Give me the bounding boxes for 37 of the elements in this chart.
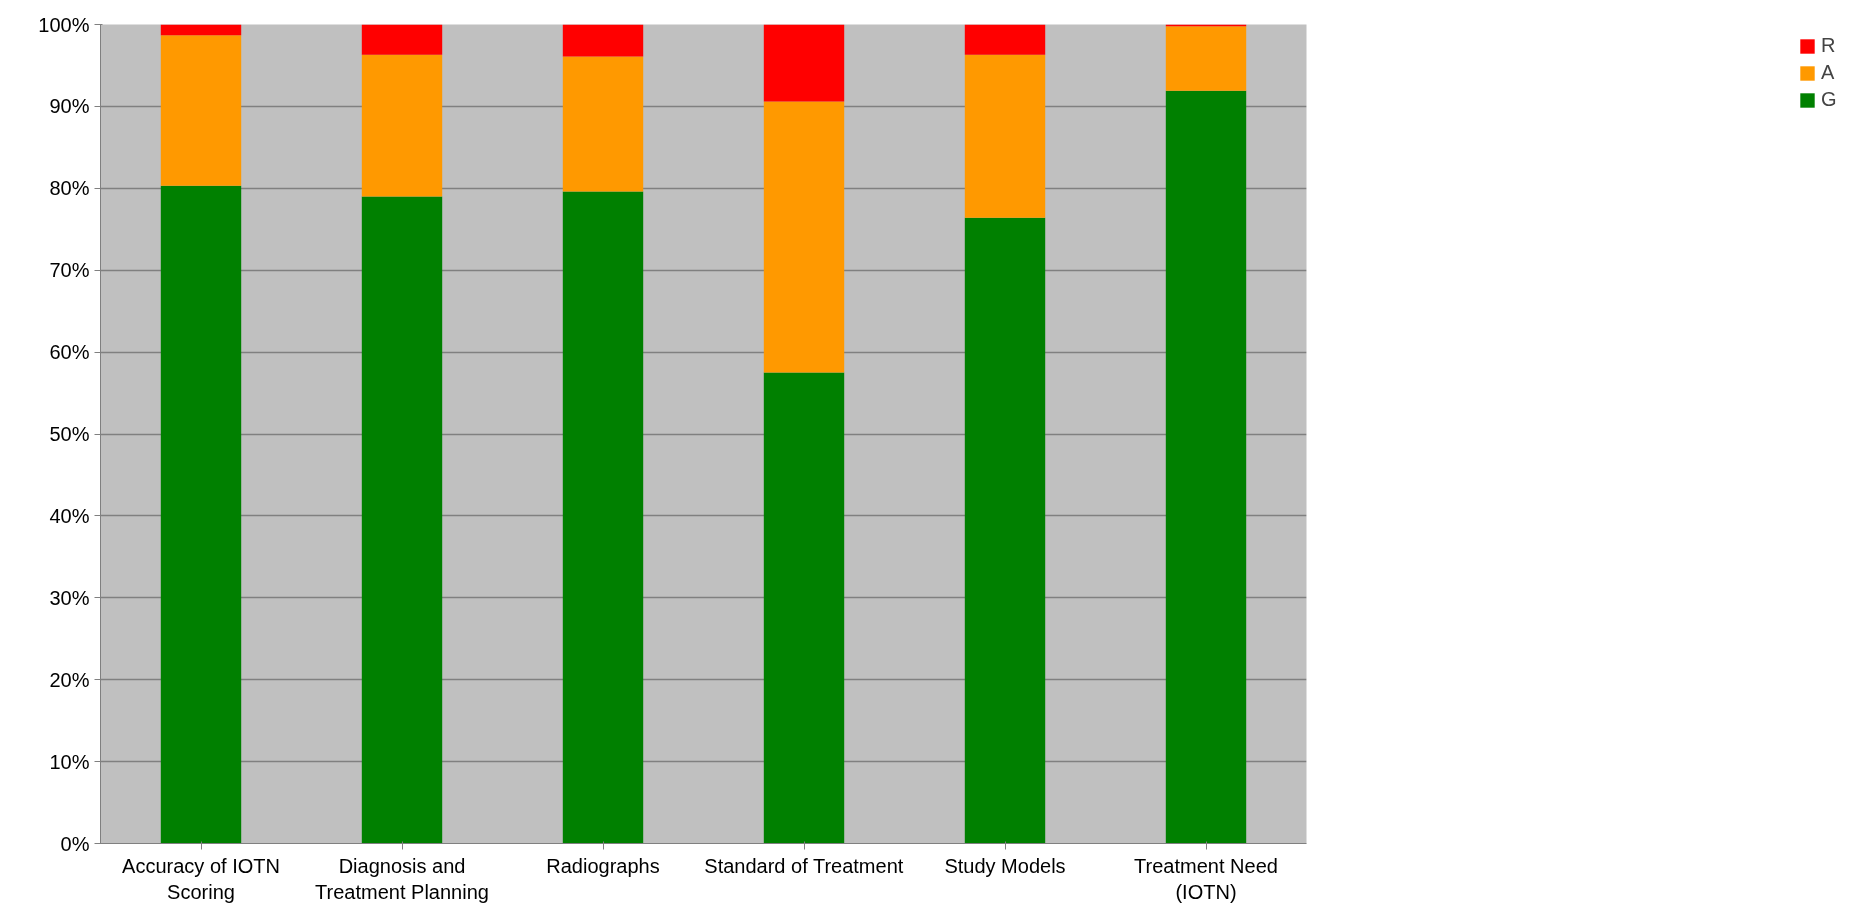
x-tick-label: Diagnosis and Treatment Planning [315,854,489,903]
y-tick-label: 100% [38,13,90,36]
bar [1165,90,1247,844]
bar [562,24,644,57]
legend-label: G [1821,88,1838,111]
bar [361,54,443,197]
bar [763,24,845,102]
y-tick-label: 90% [49,95,90,118]
legend-label: R [1821,34,1837,57]
bar [160,35,242,186]
bar [964,24,1046,55]
bar [1165,26,1247,91]
y-tick-label: 40% [49,504,90,527]
bar [361,24,443,55]
bar [160,24,242,36]
y-tick-label: 50% [49,423,90,445]
bar [361,196,443,844]
x-tick-label: Accuracy of IOTN Scoring [122,854,280,903]
y-tick-label: 30% [49,586,90,609]
bar [160,185,242,844]
bar [562,56,644,192]
bar [964,217,1046,844]
x-tick-label: Standard of Treatment [704,854,904,877]
x-tick-label: Radiographs [546,854,660,877]
y-tick-label: 70% [49,259,90,282]
x-tick-label: Treatment Need (IOTN) [1134,854,1278,903]
y-tick-label: 60% [49,341,90,364]
bar [562,191,644,844]
legend-label: A [1821,61,1836,84]
y-tick-label: 20% [49,668,90,691]
y-tick-label: 10% [49,750,90,773]
y-tick-label: 0% [60,832,90,855]
bar [763,372,845,844]
bar [763,101,845,373]
bar [964,54,1046,218]
x-tick-label: Study Models [944,854,1066,877]
y-tick-label: 80% [49,177,90,200]
